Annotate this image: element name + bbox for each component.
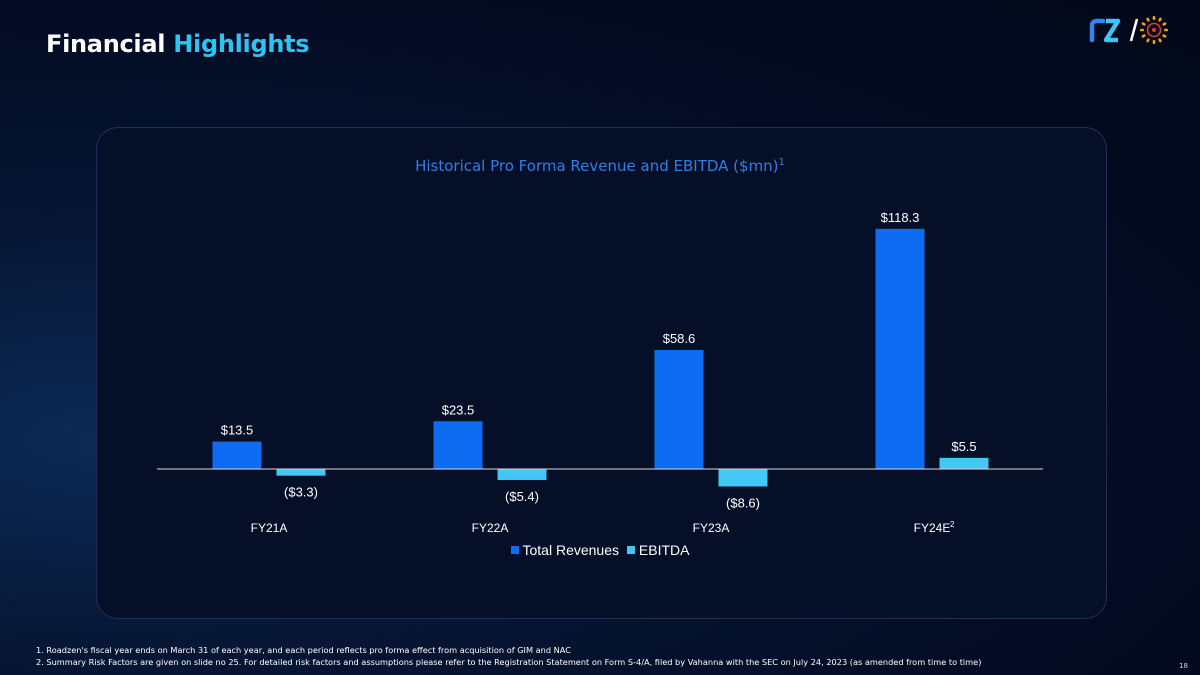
- chart-title-footnote: 1: [778, 157, 785, 168]
- legend-label-total-revenues: Total Revenues: [522, 542, 620, 558]
- page-number: 18: [1179, 662, 1188, 670]
- bar-total-revenues-fy24e: [875, 228, 925, 469]
- bar-ebitda-fy24e: [939, 457, 989, 469]
- chart-panel: [96, 127, 1107, 619]
- data-label-ebitda-fy21a: ($3.3): [284, 485, 318, 500]
- x-tick-label-fy23a: FY23A: [693, 521, 730, 535]
- footnotes: 1. Roadzen's fiscal year ends on March 3…: [36, 644, 981, 668]
- logo-group: [1088, 12, 1170, 53]
- data-label-total-revenues-fy21a: $13.5: [221, 423, 254, 438]
- legend-item-ebitda: EBITDA: [626, 542, 690, 558]
- x-tick-footnote-fy24e: 2: [950, 520, 955, 529]
- data-label-total-revenues-fy22a: $23.5: [442, 402, 475, 417]
- data-label-ebitda-fy23a: ($8.6): [726, 495, 760, 510]
- x-tick-label-fy22a: FY22A: [472, 521, 509, 535]
- x-tick-label-fy24e: FY24E: [914, 521, 951, 535]
- emblem-logo: [1140, 16, 1168, 44]
- page-title: Financial Highlights: [46, 30, 310, 58]
- bar-ebitda-fy21a: [276, 469, 326, 476]
- bar-total-revenues-fy22a: [433, 421, 483, 469]
- footnote-2: 2. Summary Risk Factors are given on sli…: [36, 657, 982, 667]
- data-label-ebitda-fy22a: ($5.4): [505, 489, 539, 504]
- data-label-ebitda-fy24e: $5.5: [951, 439, 976, 454]
- footnote-1: 1. Roadzen's fiscal year ends on March 3…: [36, 645, 571, 655]
- chart-title-text: Historical Pro Forma Revenue and EBITDA …: [415, 157, 779, 175]
- chart-title: Historical Pro Forma Revenue and EBITDA …: [0, 157, 1200, 175]
- data-label-total-revenues-fy23a: $58.6: [663, 331, 696, 346]
- data-label-total-revenues-fy24e: $118.3: [881, 210, 920, 225]
- x-tick-label-fy21a: FY21A: [251, 521, 288, 535]
- chart-legend: Total Revenues EBITDA: [0, 541, 1200, 558]
- legend-item-total-revenues: Total Revenues: [510, 542, 620, 558]
- title-main: Financial: [46, 30, 166, 58]
- roadzen-logo: [1089, 18, 1121, 43]
- bar-ebitda-fy22a: [497, 469, 547, 480]
- legend-swatch-ebitda: [626, 546, 635, 554]
- bar-total-revenues-fy21a: [212, 441, 262, 469]
- legend-swatch-total-revenues: [510, 546, 519, 554]
- title-accent: Highlights: [173, 30, 310, 58]
- bar-ebitda-fy23a: [718, 469, 768, 487]
- bar-total-revenues-fy23a: [654, 350, 704, 469]
- legend-label-ebitda: EBITDA: [638, 542, 690, 558]
- logo-divider: [1129, 18, 1139, 42]
